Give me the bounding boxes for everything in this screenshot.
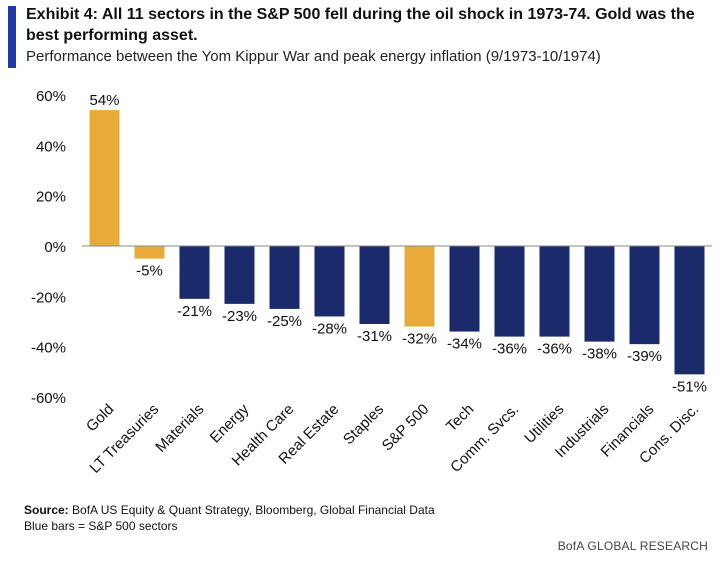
bar-s-p-500: [404, 246, 435, 327]
source-label: Source:: [24, 503, 69, 517]
source-text: BofA US Equity & Quant Strategy, Bloombe…: [68, 503, 435, 517]
y-tick-label: -20%: [31, 289, 66, 306]
y-tick-label: 0%: [44, 239, 66, 256]
bar-value-label: -39%: [627, 348, 662, 365]
y-tick-label: 20%: [36, 189, 66, 206]
bar-industrials: [584, 246, 615, 342]
bar-value-label: -23%: [222, 308, 257, 325]
bar-utilities: [539, 246, 570, 337]
x-category-label: Gold: [83, 401, 117, 435]
bar-value-label: -31%: [357, 328, 392, 345]
legend-note: Blue bars = S&P 500 sectors: [24, 519, 178, 533]
bar-value-label: -36%: [537, 341, 572, 358]
chart-subtitle: Performance between the Yom Kippur War a…: [26, 48, 601, 65]
bar-lt-treasuries: [134, 246, 165, 259]
bar-value-label: -51%: [672, 378, 707, 395]
x-category-label: Tech: [443, 401, 477, 435]
bar-chart: 60%40%20%0%-20%-40%-60%54%Gold-5%LT Trea…: [31, 88, 712, 477]
bar-staples: [359, 246, 390, 325]
y-tick-label: 60%: [36, 88, 66, 105]
bar-value-label: 54%: [89, 92, 119, 109]
bar-materials: [179, 246, 210, 299]
bar-value-label: -28%: [312, 320, 347, 337]
chart-title: Exhibit 4: All 11 sectors in the S&P 500…: [26, 6, 695, 44]
bar-gold: [89, 110, 120, 246]
y-tick-label: 40%: [36, 138, 66, 155]
title-accent-bar: [8, 6, 16, 68]
bar-energy: [224, 246, 255, 304]
brand-logo-text: BofA GLOBAL RESEARCH: [557, 539, 708, 553]
source-note: Source: BofA US Equity & Quant Strategy,…: [24, 502, 435, 519]
bar-value-label: -21%: [177, 303, 212, 320]
bar-cons-disc: [674, 246, 705, 375]
bar-value-label: -34%: [447, 336, 482, 353]
bar-value-label: -36%: [492, 341, 527, 358]
bar-comm-svcs: [494, 246, 525, 337]
bar-financials: [629, 246, 660, 345]
bar-value-label: -5%: [136, 263, 163, 280]
x-category-label: S&P 500: [379, 401, 433, 455]
bar-value-label: -32%: [402, 331, 437, 348]
x-category-label: Materials: [152, 401, 207, 456]
bar-value-label: -25%: [267, 313, 302, 330]
bar-tech: [449, 246, 480, 332]
y-tick-label: -60%: [31, 390, 66, 407]
bar-health-care: [269, 246, 300, 309]
bar-value-label: -38%: [582, 346, 617, 363]
bar-real-estate: [314, 246, 345, 317]
y-tick-label: -40%: [31, 340, 66, 357]
